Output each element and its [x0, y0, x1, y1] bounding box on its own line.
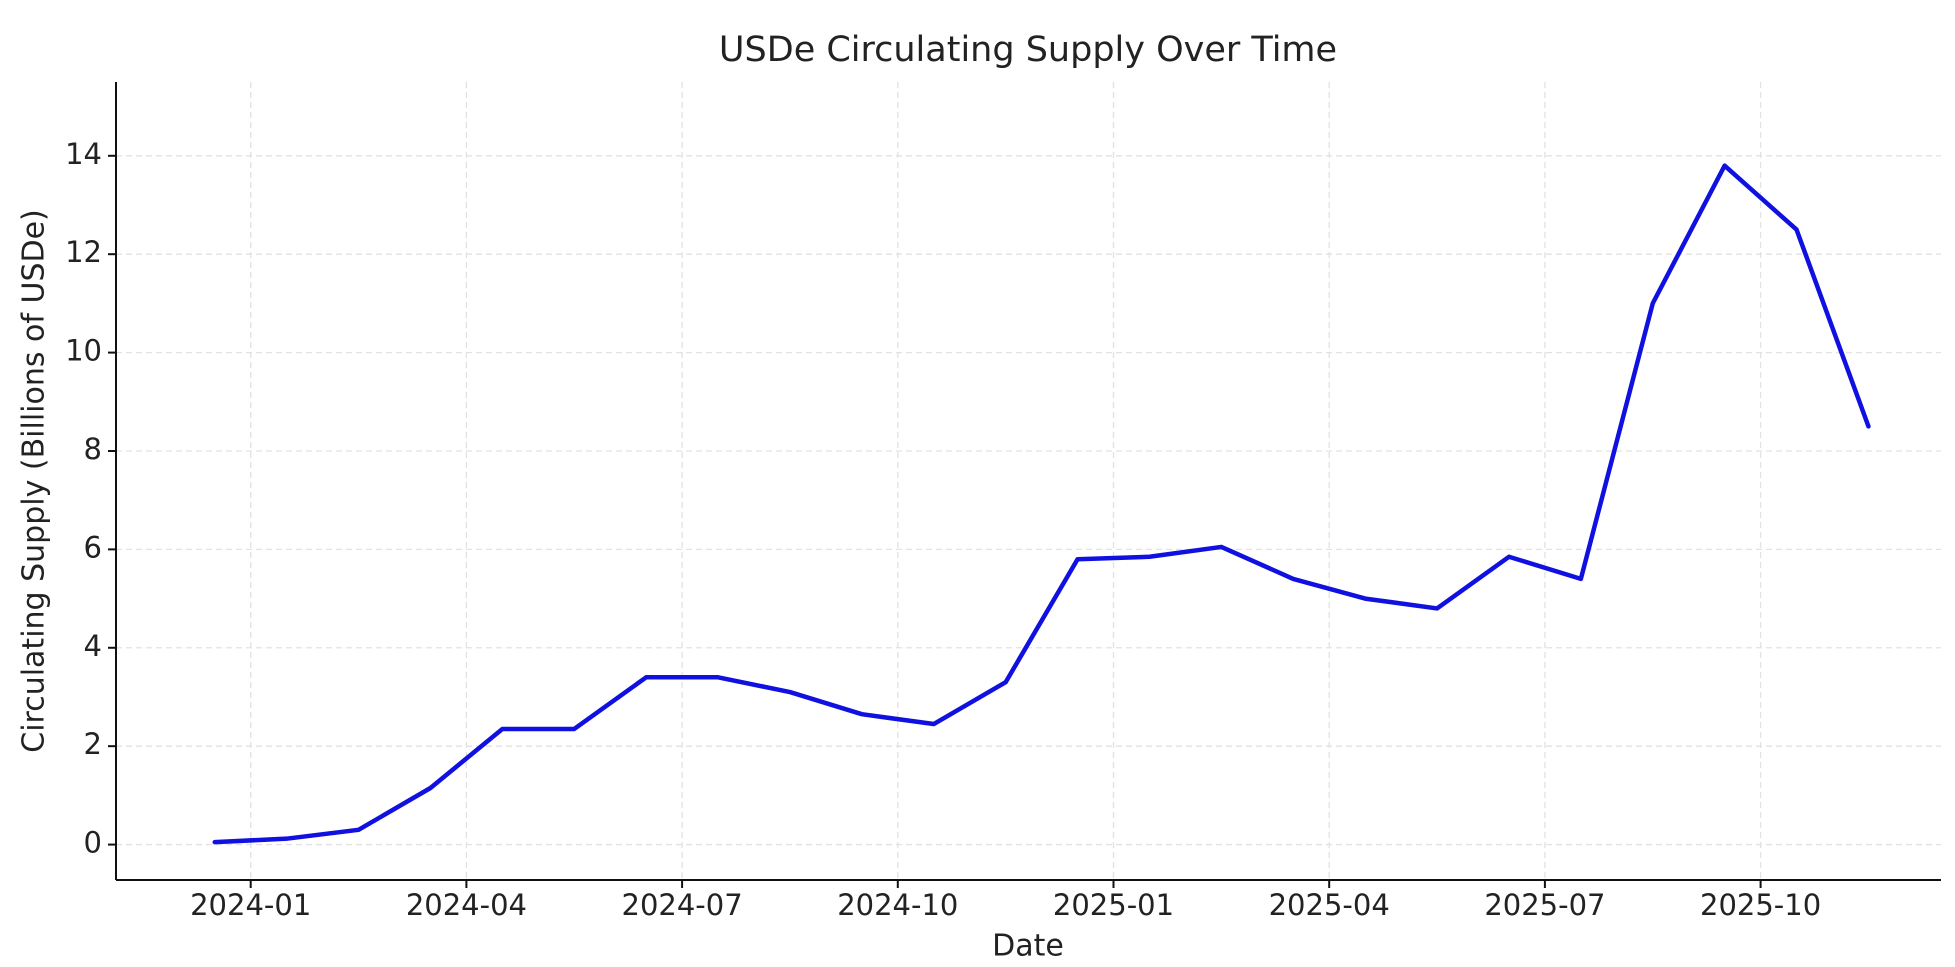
y-tick-label: 6 [84, 530, 102, 564]
y-tick-label: 4 [84, 629, 102, 663]
x-axis-label: Date [992, 929, 1064, 964]
x-tick-label: 2024-07 [622, 888, 743, 922]
x-tick-label: 2025-07 [1484, 888, 1605, 922]
x-tick-label: 2025-04 [1269, 888, 1390, 922]
x-tick-label: 2024-01 [190, 888, 311, 922]
y-tick-label: 14 [65, 137, 102, 171]
y-tick-label: 0 [84, 826, 102, 860]
x-tick-label: 2024-10 [837, 888, 958, 922]
y-tick-label: 2 [84, 727, 102, 761]
y-tick-label: 10 [65, 334, 102, 368]
data-line [212, 163, 1871, 845]
x-tick-label: 2025-01 [1053, 888, 1174, 922]
y-tick-label: 12 [65, 235, 102, 269]
y-tick-label: 8 [84, 432, 102, 466]
x-tick-label: 2024-04 [406, 888, 527, 922]
chart-title: USDe Circulating Supply Over Time [719, 30, 1337, 70]
y-axis-label: Circulating Supply (Billions of USDe) [17, 209, 52, 753]
x-tick-label: 2025-10 [1700, 888, 1821, 922]
